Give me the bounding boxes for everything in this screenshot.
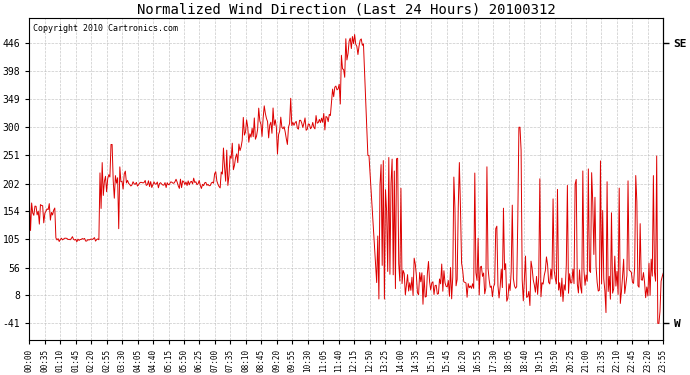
Text: Copyright 2010 Cartronics.com: Copyright 2010 Cartronics.com [32, 24, 177, 33]
Title: Normalized Wind Direction (Last 24 Hours) 20100312: Normalized Wind Direction (Last 24 Hours… [137, 3, 555, 17]
